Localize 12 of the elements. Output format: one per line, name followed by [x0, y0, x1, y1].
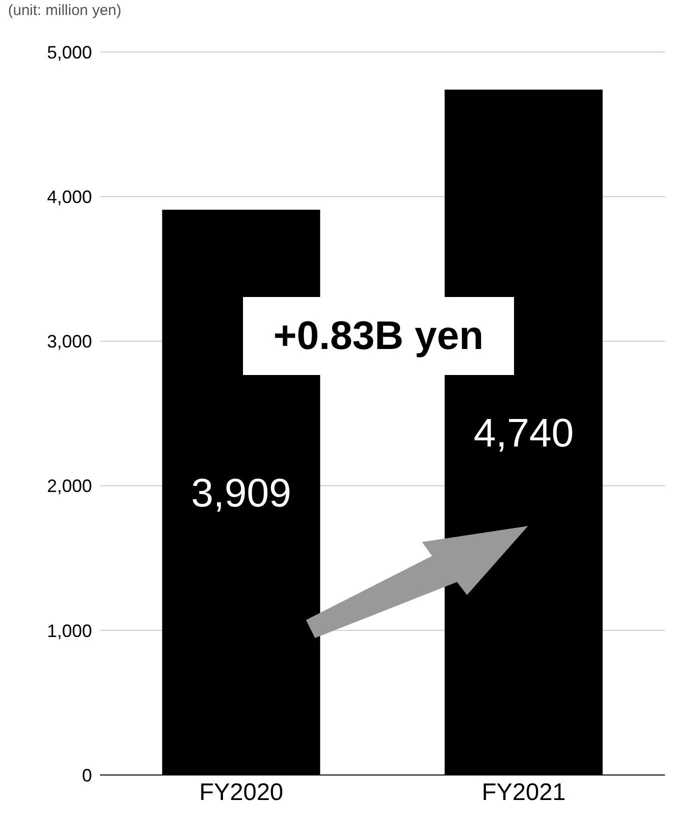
y-tick-label: 0 [82, 765, 92, 786]
y-tick-label: 1,000 [46, 620, 92, 641]
y-tick-label: 2,000 [46, 476, 92, 496]
y-tick-label: 4,000 [46, 186, 92, 207]
y-axis-title: (unit: million yen) [8, 2, 122, 19]
x-tick-label: FY2021 [482, 779, 566, 806]
data-label: 4,740 [474, 412, 574, 456]
x-tick-label: FY2020 [199, 779, 284, 806]
data-label: 3,909 [191, 472, 292, 516]
annotation: +0.83B yen [243, 297, 514, 375]
y-tick-label: 3,000 [46, 332, 92, 352]
y-tick-label: 5,000 [46, 42, 92, 62]
